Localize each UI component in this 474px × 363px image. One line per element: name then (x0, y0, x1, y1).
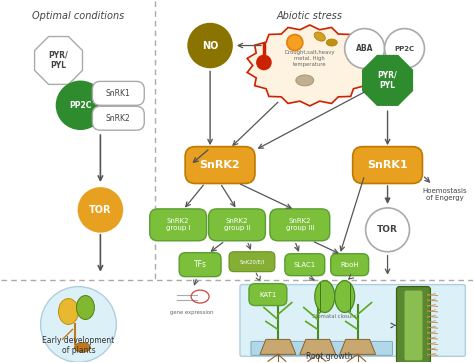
Text: SnK20/E/I: SnK20/E/I (239, 259, 264, 264)
Ellipse shape (326, 39, 337, 46)
FancyBboxPatch shape (209, 209, 265, 241)
Text: Stomatal closure: Stomatal closure (312, 314, 357, 319)
FancyBboxPatch shape (229, 252, 275, 272)
Text: RboH: RboH (340, 262, 359, 268)
Circle shape (79, 188, 122, 232)
Circle shape (345, 29, 384, 69)
Text: SnRK1: SnRK1 (367, 160, 408, 170)
Text: KAT1: KAT1 (259, 291, 277, 298)
Circle shape (56, 81, 104, 129)
Circle shape (257, 56, 271, 69)
FancyBboxPatch shape (92, 106, 144, 130)
FancyBboxPatch shape (331, 254, 369, 276)
Polygon shape (260, 339, 296, 354)
Text: Drought,salt,heavy
metal, High
temperature: Drought,salt,heavy metal, High temperatu… (284, 50, 335, 67)
Ellipse shape (315, 281, 335, 313)
Circle shape (384, 29, 424, 69)
Ellipse shape (335, 281, 355, 313)
FancyBboxPatch shape (251, 341, 392, 355)
Text: SnRK2: SnRK2 (200, 160, 240, 170)
Circle shape (188, 24, 232, 68)
Text: SnRK1: SnRK1 (106, 89, 131, 98)
Text: Early development
of plants: Early development of plants (42, 336, 115, 355)
Polygon shape (247, 25, 373, 106)
Ellipse shape (74, 342, 91, 352)
Text: NO: NO (202, 41, 218, 50)
Ellipse shape (314, 32, 325, 41)
Text: Abiotic stress: Abiotic stress (277, 11, 343, 21)
Text: ABA: ABA (356, 44, 374, 53)
Ellipse shape (58, 298, 79, 325)
Text: SnRK2: SnRK2 (106, 114, 131, 123)
FancyBboxPatch shape (397, 287, 430, 363)
FancyBboxPatch shape (240, 285, 465, 356)
Text: TOR: TOR (89, 205, 112, 215)
Text: PP2C: PP2C (394, 45, 415, 52)
Text: PP2C: PP2C (69, 101, 91, 110)
Circle shape (287, 34, 303, 50)
Text: Hoemostasis
of Engergy: Hoemostasis of Engergy (422, 188, 467, 201)
FancyBboxPatch shape (404, 290, 422, 360)
FancyBboxPatch shape (92, 81, 144, 105)
FancyBboxPatch shape (285, 254, 325, 276)
FancyBboxPatch shape (150, 209, 207, 241)
Text: SnRK2
group II: SnRK2 group II (224, 218, 250, 231)
Ellipse shape (296, 75, 314, 86)
FancyBboxPatch shape (270, 209, 330, 241)
Circle shape (365, 208, 410, 252)
FancyBboxPatch shape (179, 253, 221, 277)
Text: TOR: TOR (377, 225, 398, 234)
Text: Root growth: Root growth (306, 352, 353, 361)
Polygon shape (340, 339, 375, 354)
Polygon shape (300, 339, 336, 354)
Text: gene expression: gene expression (171, 310, 214, 314)
FancyBboxPatch shape (249, 284, 287, 306)
Text: TFs: TFs (193, 260, 207, 269)
Text: PYR/
PYL: PYR/ PYL (49, 51, 68, 70)
Polygon shape (363, 56, 412, 105)
FancyBboxPatch shape (353, 147, 422, 183)
Text: SnRK2
group III: SnRK2 group III (285, 218, 314, 231)
Text: SnRK2
group I: SnRK2 group I (166, 218, 191, 231)
Circle shape (41, 287, 116, 362)
Text: Optimal conditions: Optimal conditions (32, 11, 125, 21)
Polygon shape (35, 37, 82, 84)
Text: SLAC1: SLAC1 (294, 262, 316, 268)
Text: PYR/
PYL: PYR/ PYL (378, 71, 397, 90)
Ellipse shape (76, 295, 94, 319)
FancyBboxPatch shape (185, 147, 255, 183)
